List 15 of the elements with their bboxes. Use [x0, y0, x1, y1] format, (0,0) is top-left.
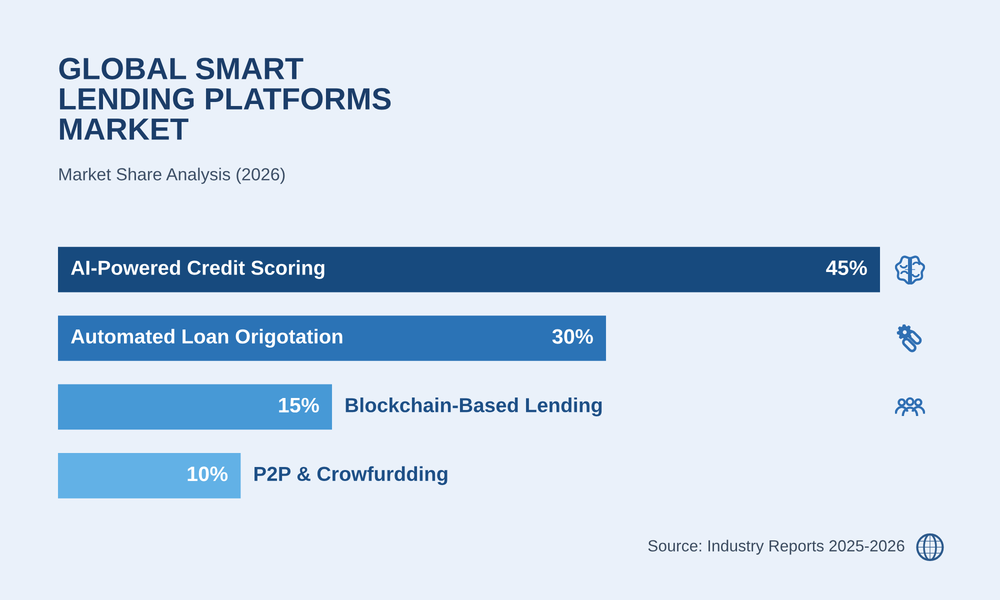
data-label: 10% [188, 466, 228, 482]
y-tick-label: Blockchain-Based Lending [346, 398, 602, 416]
bar [58, 384, 332, 430]
y-tick-label: AI-Powered Credit Scoring [71, 260, 324, 279]
data-label: 45% [826, 260, 867, 276]
source-note: Source: Industry Reports 2025-2026 [648, 540, 904, 555]
y-tick-label: Automated Loan Origotation [71, 328, 342, 348]
data-label: 30% [552, 329, 593, 344]
y-tick-label: P2P & Crowfurdding [254, 466, 448, 486]
bar [58, 246, 880, 292]
bar [58, 316, 606, 361]
chart-title: GLOBAL SMART LENDING PLATFORMS MARKET [59, 58, 391, 140]
data-label: 15% [279, 398, 319, 413]
chart-subtitle: Market Share Analysis (2026) [59, 168, 285, 184]
bar [58, 452, 241, 498]
